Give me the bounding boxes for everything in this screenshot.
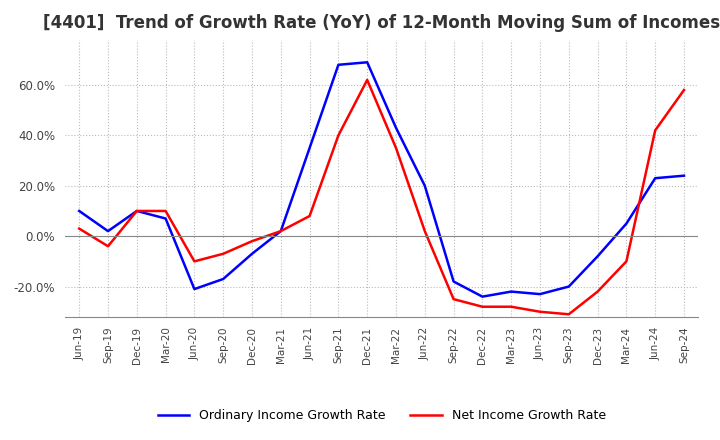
Ordinary Income Growth Rate (363, 60, 372, 65)
Net Income Growth Rate (478, 304, 487, 309)
Net Income Growth Rate (507, 304, 516, 309)
Net Income Growth Rate (392, 145, 400, 150)
Net Income Growth Rate (132, 208, 141, 213)
Line: Ordinary Income Growth Rate: Ordinary Income Growth Rate (79, 62, 684, 297)
Ordinary Income Growth Rate (651, 176, 660, 181)
Net Income Growth Rate (651, 128, 660, 133)
Ordinary Income Growth Rate (420, 183, 429, 188)
Net Income Growth Rate (276, 228, 285, 234)
Ordinary Income Growth Rate (564, 284, 573, 289)
Ordinary Income Growth Rate (75, 208, 84, 213)
Ordinary Income Growth Rate (276, 228, 285, 234)
Ordinary Income Growth Rate (536, 291, 544, 297)
Ordinary Income Growth Rate (449, 279, 458, 284)
Net Income Growth Rate (219, 251, 228, 257)
Ordinary Income Growth Rate (334, 62, 343, 67)
Ordinary Income Growth Rate (132, 208, 141, 213)
Net Income Growth Rate (593, 289, 602, 294)
Net Income Growth Rate (334, 133, 343, 138)
Net Income Growth Rate (104, 244, 112, 249)
Ordinary Income Growth Rate (305, 145, 314, 150)
Ordinary Income Growth Rate (507, 289, 516, 294)
Ordinary Income Growth Rate (593, 254, 602, 259)
Ordinary Income Growth Rate (680, 173, 688, 178)
Ordinary Income Growth Rate (190, 286, 199, 292)
Ordinary Income Growth Rate (219, 276, 228, 282)
Ordinary Income Growth Rate (392, 125, 400, 130)
Net Income Growth Rate (449, 297, 458, 302)
Net Income Growth Rate (75, 226, 84, 231)
Net Income Growth Rate (363, 77, 372, 83)
Net Income Growth Rate (680, 88, 688, 93)
Net Income Growth Rate (305, 213, 314, 219)
Net Income Growth Rate (536, 309, 544, 315)
Legend: Ordinary Income Growth Rate, Net Income Growth Rate: Ordinary Income Growth Rate, Net Income … (153, 404, 611, 427)
Net Income Growth Rate (564, 312, 573, 317)
Ordinary Income Growth Rate (161, 216, 170, 221)
Ordinary Income Growth Rate (104, 228, 112, 234)
Line: Net Income Growth Rate: Net Income Growth Rate (79, 80, 684, 314)
Ordinary Income Growth Rate (478, 294, 487, 299)
Net Income Growth Rate (622, 259, 631, 264)
Ordinary Income Growth Rate (248, 251, 256, 257)
Ordinary Income Growth Rate (622, 221, 631, 226)
Title: [4401]  Trend of Growth Rate (YoY) of 12-Month Moving Sum of Incomes: [4401] Trend of Growth Rate (YoY) of 12-… (43, 15, 720, 33)
Net Income Growth Rate (248, 238, 256, 244)
Net Income Growth Rate (161, 208, 170, 213)
Net Income Growth Rate (190, 259, 199, 264)
Net Income Growth Rate (420, 228, 429, 234)
